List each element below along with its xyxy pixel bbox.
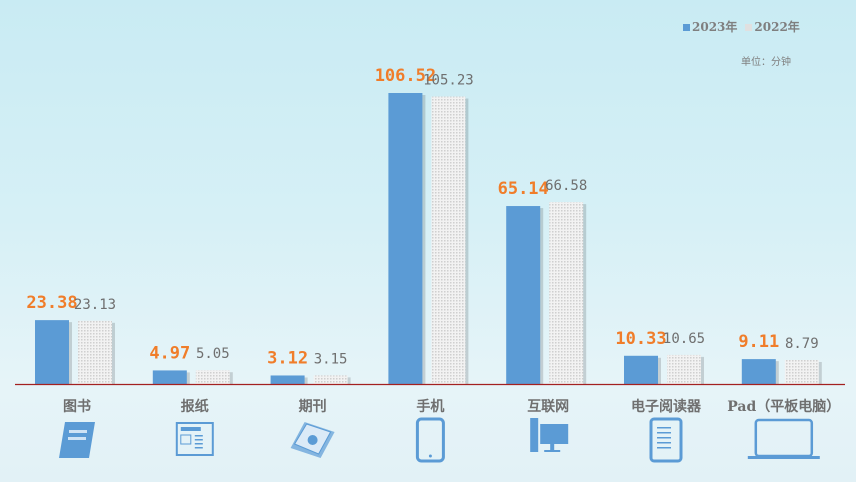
category-label: 期刊 [299,399,327,415]
bar-2023-4 [506,206,541,384]
magazine-icon [290,422,335,458]
data-label: 65.14 [498,179,549,199]
bar-2022-5 [667,354,701,384]
bar-2022-0 [78,320,112,384]
legend: 2023年 2022年 [683,18,800,35]
data-label: 8.79 [785,336,819,352]
mobile-phone-icon [415,417,445,463]
tablet-icon [747,418,820,459]
legend-label-2022: 2022年 [754,20,800,34]
bar-2023-0 [35,320,69,384]
data-label: 23.13 [74,297,116,313]
category-label: 电子阅读器 [631,398,702,415]
category-label: Pad（平板电脑） [727,398,840,415]
data-label: 66.58 [545,178,587,194]
data-label: 23.38 [26,293,77,313]
legend-swatch-2023 [683,24,690,31]
data-label: 5.05 [196,346,230,362]
category-label: 互联网 [527,399,569,415]
legend-item-2023: 2023年 [683,18,737,35]
unit-note: 单位：分钟 [741,57,791,68]
bar-2023-3 [388,93,423,384]
category-label: 手机 [416,398,444,415]
bar-2022-1 [195,370,230,384]
legend-swatch-2022 [745,24,753,31]
bar-2022-2 [313,375,348,384]
bar-2023-2 [270,375,305,384]
desktop-computer-icon [530,418,569,452]
data-label: 10.33 [615,329,666,349]
bar-2023-1 [152,370,187,384]
data-label: 3.12 [267,348,308,368]
bar-2023-6 [741,359,776,384]
book-icon [59,422,95,458]
legend-label-2023: 2023年 [692,20,738,34]
bar-2022-3 [431,96,466,385]
bar-2023-5 [624,355,658,384]
ereader-icon [649,417,683,463]
data-label: 10.65 [663,331,705,347]
data-label: 3.15 [314,351,348,367]
bar-2022-6 [784,359,819,384]
bar-2022-4 [549,202,584,384]
data-label: 106.52 [375,66,436,86]
legend-item-2022: 2022年 [745,18,800,35]
category-label: 报纸 [181,398,209,415]
data-label: 9.11 [738,332,779,352]
newspaper-icon [175,422,214,456]
category-label: 图书 [63,398,91,415]
data-label: 4.97 [149,343,190,363]
data-label: 105.23 [423,73,474,89]
